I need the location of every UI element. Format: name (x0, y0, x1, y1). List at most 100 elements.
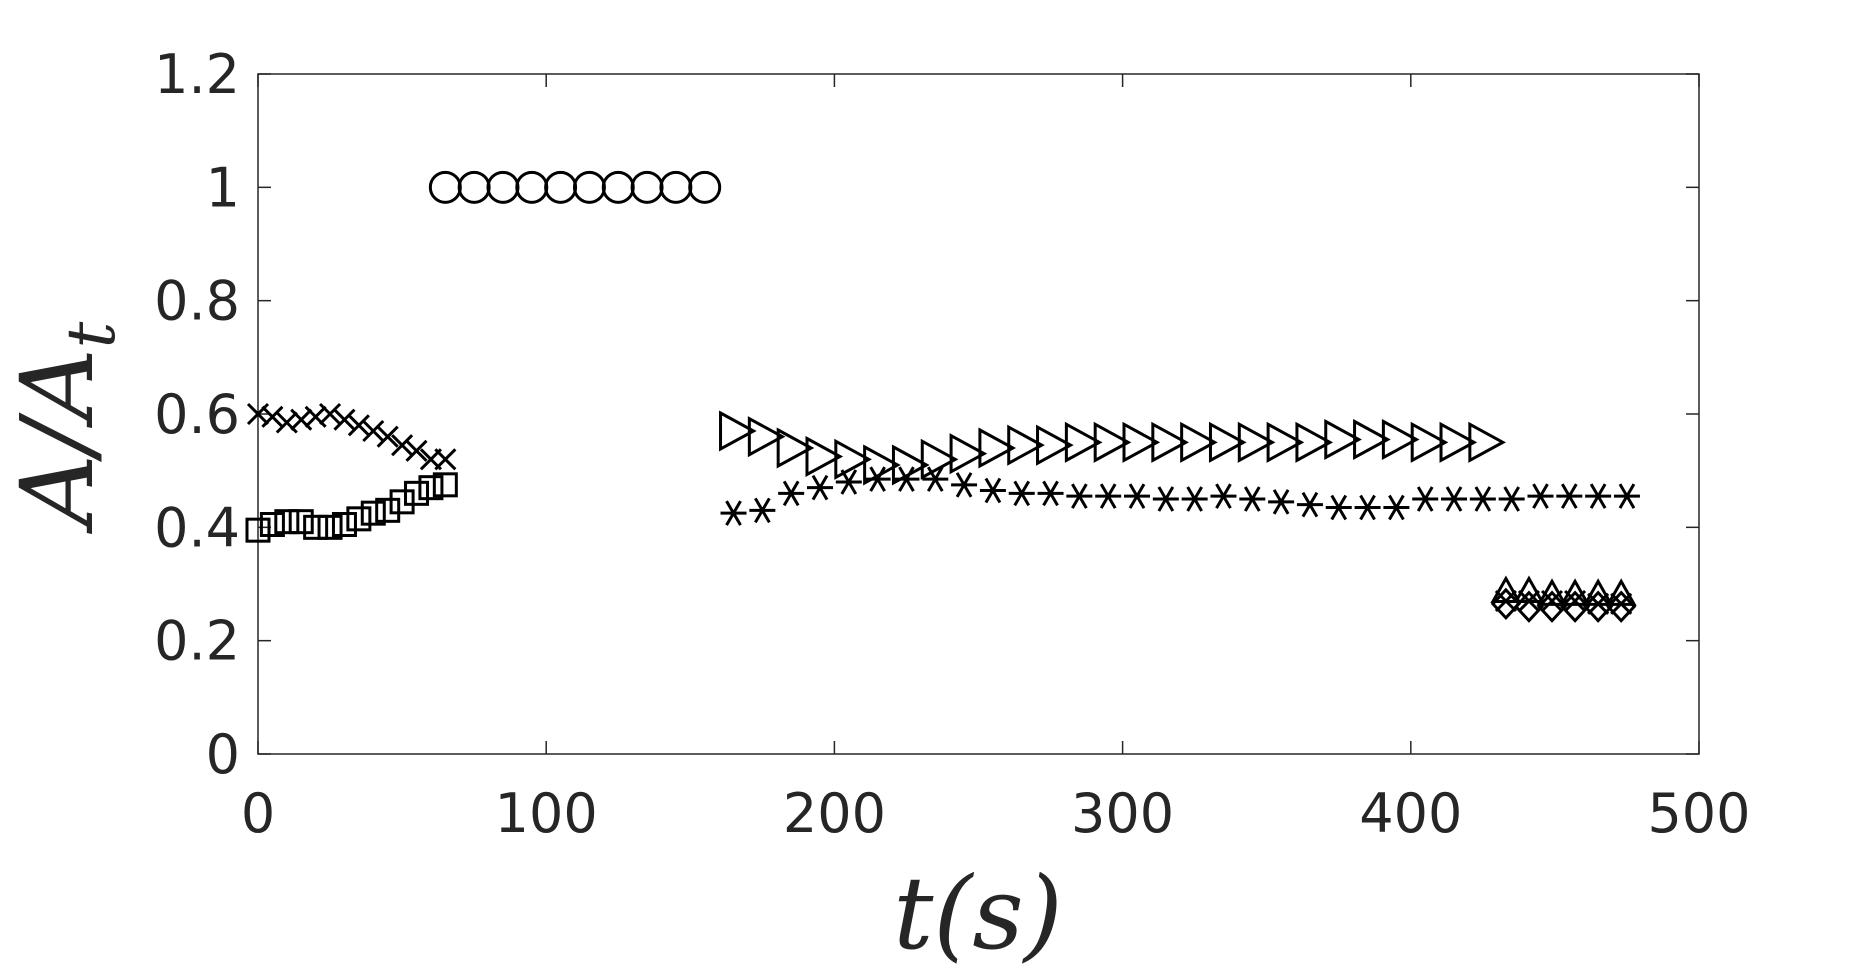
data-point-triangle (1151, 421, 1189, 463)
data-point-square (259, 512, 285, 537)
data-point-x (1564, 589, 1587, 613)
data-point-asterisk (893, 466, 920, 492)
data-point-asterisk (1268, 489, 1295, 515)
data-point-square (317, 514, 343, 540)
data-point-square (331, 512, 357, 537)
data-point-triangle (776, 427, 815, 469)
data-point-asterisk (1585, 483, 1612, 509)
x-tick-label: 100 (495, 782, 598, 845)
data-point-triangle (1064, 421, 1103, 463)
data-point-asterisk (720, 500, 747, 526)
data-point-asterisk (1556, 483, 1583, 509)
data-point-x (391, 434, 414, 457)
data-point-square (274, 509, 300, 535)
data-point-triangle (719, 410, 757, 452)
data-point-triangle (1381, 418, 1420, 461)
data-point-circle (688, 170, 722, 204)
data-point-triangle (1036, 424, 1074, 466)
y-tick-labels: 0 0.2 0.4 0.6 0.8 1 1.2 (154, 43, 240, 786)
data-point-square (360, 500, 386, 526)
data-point-triangle (1208, 421, 1247, 463)
data-point-diamond (1490, 587, 1521, 621)
data-point-square (288, 509, 314, 535)
y-tick-label: 0.8 (154, 270, 240, 333)
x-tick-label: 200 (783, 782, 886, 845)
data-point-x (405, 439, 428, 462)
data-point-triangle (1180, 421, 1218, 463)
data-point-triangle (1237, 421, 1276, 463)
y-tick-label: 0.6 (154, 383, 240, 446)
x-axis-title: t(s) (893, 855, 1063, 970)
data-point-triangle (805, 435, 844, 478)
y-axis-title-main: A/A (0, 348, 116, 534)
data-point-x (1540, 589, 1564, 613)
data-point-asterisk (1325, 494, 1352, 521)
data-point-triangle (1007, 424, 1045, 466)
data-point-asterisk (1008, 480, 1035, 507)
x-tick-labels: 0 100 200 300 400 500 (241, 782, 1751, 845)
data-point-x (1610, 592, 1633, 615)
data-point-asterisk (979, 477, 1006, 504)
y-axis-title-subscript: t (53, 321, 130, 348)
data-point-diamond (1606, 590, 1637, 623)
data-point-triangle (1468, 421, 1506, 463)
data-markers (245, 170, 1640, 623)
data-point-triangle (834, 438, 872, 480)
data-point-asterisk (1613, 483, 1640, 509)
data-point-x (362, 419, 385, 443)
data-point-asterisk (1441, 486, 1468, 512)
data-point-asterisk (835, 469, 862, 495)
data-point-asterisk (1239, 486, 1266, 512)
data-point-square (375, 497, 401, 523)
data-point-asterisk (1412, 486, 1439, 512)
y-tick-label: 0.2 (154, 610, 240, 673)
data-point-triangle (1093, 421, 1132, 463)
y-axis-title: A/At (0, 321, 130, 534)
data-point-asterisk (1354, 494, 1381, 521)
data-point-asterisk (1527, 483, 1554, 509)
data-point-asterisk (922, 466, 949, 492)
data-point-x (1494, 589, 1517, 613)
data-point-asterisk (749, 497, 776, 524)
data-point-x (434, 448, 457, 471)
data-point-x (261, 405, 284, 428)
x-tick-label: 400 (1359, 782, 1462, 845)
data-point-triangle (747, 416, 786, 458)
data-point-diamond (1560, 590, 1591, 623)
data-point-square (389, 489, 415, 515)
axis-ticks (257, 73, 1700, 755)
data-point-asterisk (1498, 486, 1525, 512)
data-point-triangle (1410, 421, 1449, 463)
data-point-triangle (1439, 421, 1478, 463)
y-tick-label: 1.2 (154, 43, 240, 106)
data-point-asterisk (806, 474, 833, 501)
data-point-x (318, 402, 342, 426)
data-point-asterisk (1095, 483, 1122, 509)
data-point-triangle (978, 427, 1017, 469)
x-tick-label: 500 (1647, 782, 1750, 845)
data-point-asterisk (1210, 483, 1237, 509)
y-tick-label: 1 (206, 156, 240, 219)
data-point-triangle (1353, 418, 1391, 461)
data-point-triangle (1122, 421, 1161, 463)
data-point-x (333, 408, 356, 431)
data-point-x (1517, 589, 1541, 613)
data-point-square (245, 517, 271, 543)
data-point-asterisk (1066, 483, 1093, 509)
data-point-asterisk (1152, 486, 1179, 512)
data-point-square (303, 514, 329, 540)
data-point-triangle (1295, 421, 1334, 463)
data-point-triangle (949, 433, 988, 475)
data-point-diamond (1583, 590, 1614, 623)
data-point-asterisk (1124, 483, 1151, 509)
data-point-asterisk (1383, 494, 1410, 521)
x-tick-label: 300 (1071, 782, 1174, 845)
plot-area (257, 73, 1700, 755)
data-point-asterisk (864, 466, 891, 492)
data-point-square (432, 472, 458, 498)
data-point-triangle (1324, 418, 1362, 461)
data-point-square (404, 480, 430, 506)
data-point-triangle (920, 438, 959, 480)
data-point-triangle (1266, 421, 1305, 463)
